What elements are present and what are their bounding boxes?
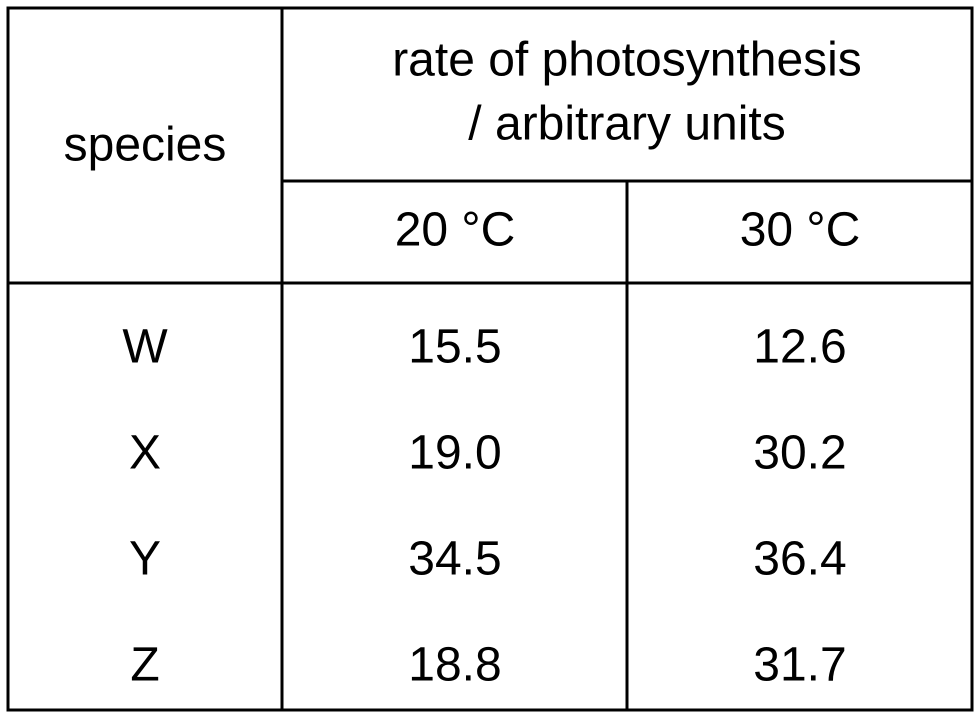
table-cell: 36.4 bbox=[753, 533, 846, 586]
row-label: X bbox=[129, 427, 161, 480]
column-header: / arbitrary units bbox=[468, 98, 785, 151]
table-cell: 12.6 bbox=[753, 321, 846, 374]
table-cell: 31.7 bbox=[753, 639, 846, 692]
table-cell: 15.5 bbox=[408, 321, 501, 374]
table-cell: 30.2 bbox=[753, 427, 846, 480]
column-subheader: 30 °C bbox=[740, 204, 861, 257]
column-subheader: 20 °C bbox=[395, 204, 516, 257]
row-label: Z bbox=[130, 639, 159, 692]
column-header: rate of photosynthesis bbox=[392, 34, 862, 87]
row-label: W bbox=[122, 321, 168, 374]
table-body: W 15.5 12.6 X 19.0 30.2 Y 34.5 36.4 Z 18.8 31.7 bbox=[122, 321, 846, 692]
column-header: species bbox=[64, 119, 227, 172]
table-border bbox=[6, 6, 974, 712]
table-cell: 19.0 bbox=[408, 427, 501, 480]
row-label: Y bbox=[129, 533, 161, 586]
table-cell: 18.8 bbox=[408, 639, 501, 692]
table-cell: 34.5 bbox=[408, 533, 501, 586]
